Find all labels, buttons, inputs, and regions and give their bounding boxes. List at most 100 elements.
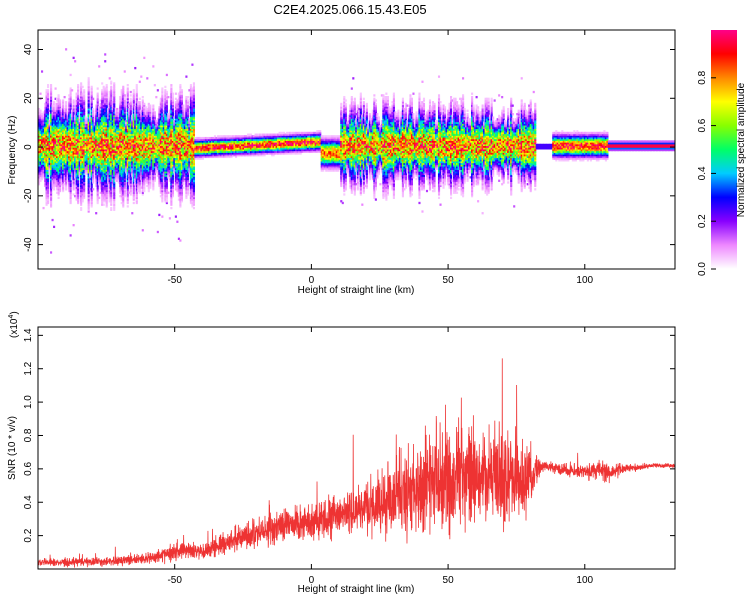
spectrogram-cell (113, 118, 116, 121)
spectrogram-cell (54, 138, 57, 141)
spectrogram-cell (81, 157, 84, 160)
spectrogram-cell (59, 150, 62, 153)
spectrogram-cell (132, 99, 135, 102)
spectrogram-cell (146, 123, 149, 126)
spectrogram-cell (89, 147, 92, 150)
spectrogram-cell (110, 181, 113, 184)
spectrogram-cell (44, 176, 47, 179)
spectrogram-cell (143, 145, 146, 148)
spectrogram-cell (92, 160, 95, 164)
spectrogram-cell (113, 111, 116, 114)
spectrogram-cell (116, 138, 119, 141)
spectrogram-cell (119, 109, 122, 112)
spectrogram-cell (50, 99, 53, 102)
spectrogram-cell (59, 109, 62, 112)
spectrogram-cell (140, 109, 143, 112)
spectrogram-cell (81, 159, 84, 162)
spectrogram-cell (78, 145, 81, 148)
spectrogram-cell (87, 121, 90, 124)
spectrogram-cell (131, 160, 134, 164)
spectrogram-cell (77, 113, 80, 116)
spectrogram-cell (51, 118, 54, 121)
spectrogram-cell (116, 125, 119, 128)
spectrogram-cell (125, 130, 128, 133)
spectrogram-cell (105, 200, 108, 203)
spectrogram-cell (66, 174, 69, 177)
spectrogram-cell (107, 164, 110, 167)
spectrogram-cell (77, 165, 80, 169)
spectrogram-cell (120, 94, 123, 97)
spectrogram-cell (95, 183, 98, 186)
spectrogram-cell (74, 176, 77, 179)
spectrogram-cell (108, 159, 111, 162)
spectrogram-cell (116, 123, 119, 126)
spectrogram-cell (105, 184, 108, 188)
spectrogram-cell (68, 162, 71, 165)
spectrogram-cell (62, 123, 65, 126)
spectrogram-cell (92, 136, 95, 140)
spectrogram-cell (45, 111, 48, 114)
spectrogram-cell (143, 154, 146, 157)
spectrogram-cell (132, 181, 135, 184)
spectrogram-cell (69, 125, 72, 128)
spectrogram-cell (114, 172, 117, 176)
spectrogram-cell (122, 157, 125, 160)
spectrogram-cell (63, 131, 66, 135)
spectrogram-cell (119, 116, 122, 119)
spectrogram-cell (75, 136, 78, 140)
spectrogram-cell (105, 169, 108, 172)
spectrogram-cell (147, 142, 150, 145)
spectrogram-cell (132, 106, 135, 109)
spectrogram-cell (122, 95, 125, 99)
spectrogram-cell (113, 177, 116, 181)
spectrogram-cell (132, 167, 135, 170)
spectrogram-cell (150, 171, 153, 174)
spectrogram-cell (90, 111, 93, 114)
spectrogram-cell (99, 138, 102, 141)
spectrogram-cell (101, 109, 104, 112)
spectrogram-cell (98, 135, 101, 138)
spectrogram-cell (113, 145, 116, 148)
spectrogram-cell (92, 128, 95, 131)
spectrogram-cell (90, 179, 93, 182)
spectrogram-cell (126, 90, 129, 94)
spectrogram-cell (123, 111, 126, 114)
spectrogram-cell (57, 136, 60, 140)
spectrogram-cell (122, 121, 125, 124)
spectrogram-cell (71, 172, 74, 176)
spectrogram-cell (150, 135, 153, 138)
spectrogram-cell (120, 123, 123, 126)
spectrogram-cell (89, 142, 92, 145)
spectrogram-cell (39, 133, 42, 136)
spectrogram-cell (98, 123, 101, 126)
spectrogram-cell (56, 116, 59, 119)
spectrogram-cell (122, 177, 125, 181)
spectrogram-cell (57, 101, 60, 104)
spectrogram-cell (119, 145, 122, 148)
spectrogram-cell (137, 155, 140, 159)
spectrogram-cell (125, 169, 128, 172)
spectrogram-cell (99, 191, 102, 194)
spectrogram-cell (96, 198, 99, 201)
spectrogram-cell (72, 155, 75, 159)
spectrogram-cell (39, 167, 42, 170)
spectrogram-cell (63, 148, 66, 152)
spectrogram-cell (126, 143, 129, 147)
spectrogram-cell (111, 119, 114, 123)
spectrogram-cell (54, 111, 57, 114)
spectrogram-cell (120, 95, 123, 99)
spectrogram-cell (117, 138, 120, 141)
spectrogram-cell (47, 131, 50, 135)
spectrogram-cell (135, 171, 138, 174)
spectrogram-cell (111, 162, 114, 165)
spectrogram-cell (66, 123, 69, 126)
spectrogram-cell (80, 208, 83, 211)
spectrogram-cell (120, 201, 123, 205)
spectrogram-cell (143, 102, 146, 106)
spectrogram-cell (149, 145, 152, 148)
spectrogram-cell (63, 113, 66, 116)
spectrogram-cell (102, 189, 105, 193)
spectrogram-cell (128, 130, 131, 133)
spectrogram-cell (128, 131, 131, 135)
spectrogram-cell (122, 145, 125, 148)
